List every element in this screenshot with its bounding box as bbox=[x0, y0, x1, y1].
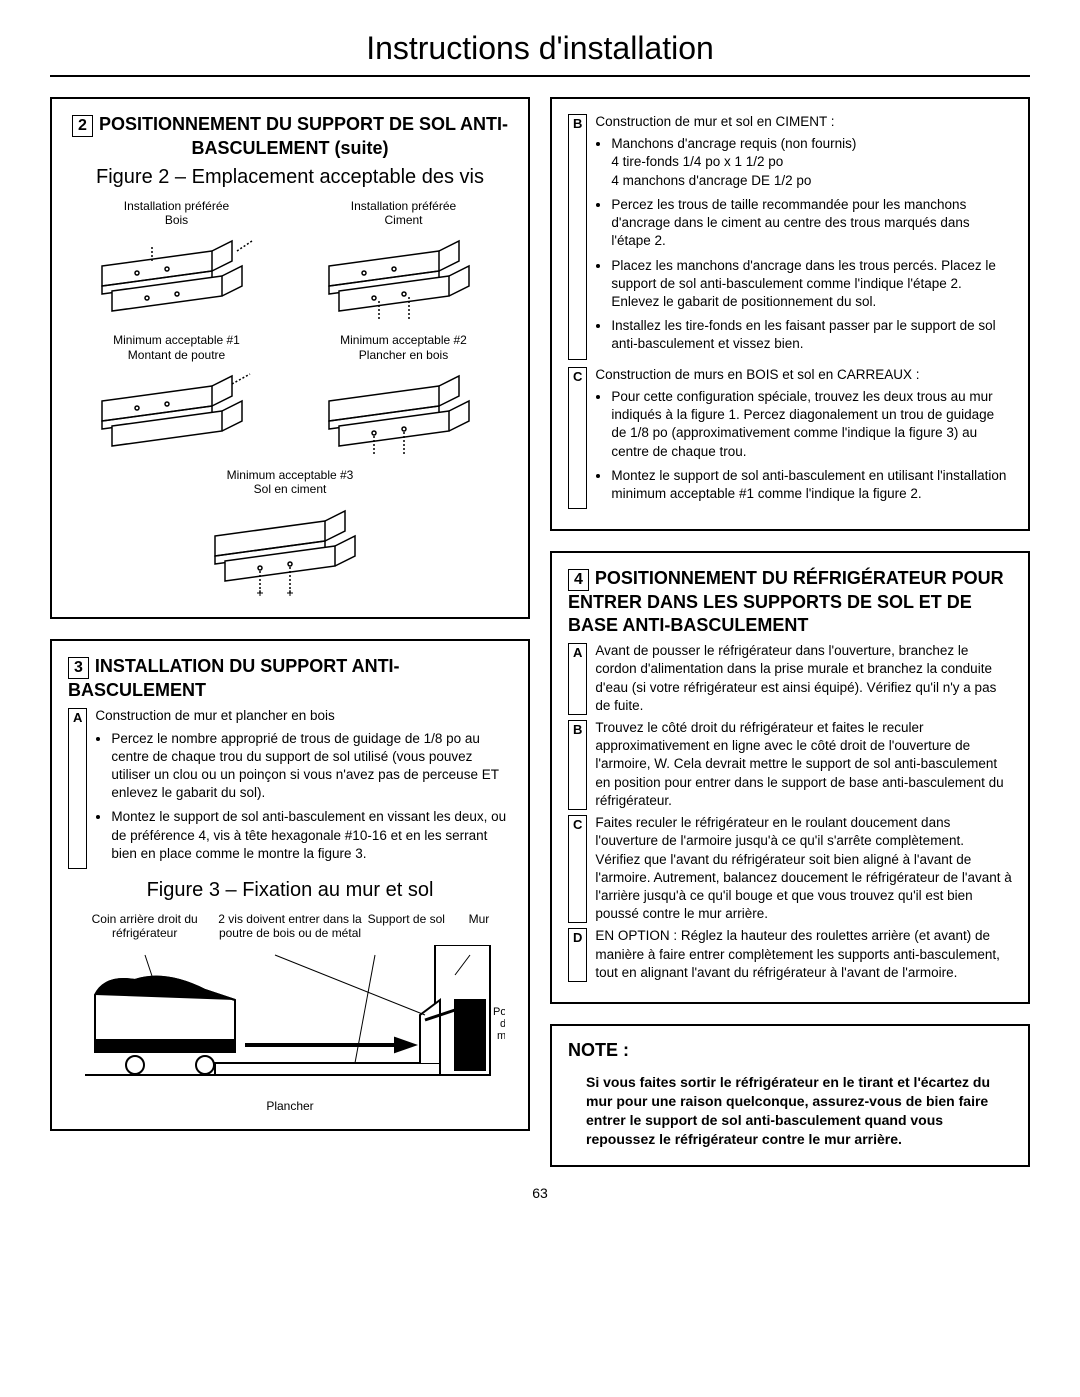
fig2-cell-e-label: Minimum acceptable #3 Sol en ciment bbox=[179, 468, 401, 497]
section-3-c-bullets: Pour cette configuration spéciale, trouv… bbox=[595, 388, 1012, 503]
section-3-a-bullets: Percez le nombre approprié de trous de g… bbox=[95, 730, 512, 864]
fig3-label-vis: 2 vis doivent entrer dans la poutre de b… bbox=[217, 912, 362, 941]
bracket-icon bbox=[205, 501, 375, 601]
section-3-heading: 3INSTALLATION DU SUPPORT ANTI-BASCULEMEN… bbox=[68, 655, 512, 702]
section-4-a-text: Avant de pousser le réfrigérateur dans l… bbox=[595, 642, 1012, 715]
fig2-cell-a: Installation préférée Bois bbox=[68, 199, 285, 322]
fig2-cell-c-l2: Montant de poutre bbox=[128, 348, 225, 362]
bullet: Montez le support de sol anti-basculemen… bbox=[111, 808, 512, 863]
fig3-label-support: Support de sol bbox=[363, 912, 450, 941]
svg-text:du: du bbox=[500, 1018, 505, 1030]
bracket-icon bbox=[319, 366, 489, 456]
figure-2-row-1: Installation préférée Bois bbox=[68, 199, 512, 322]
section-3-title: INSTALLATION DU SUPPORT ANTI-BASCULEMENT bbox=[68, 656, 400, 700]
letter-a: A bbox=[568, 643, 587, 715]
figure-3-caption: Figure 3 – Fixation au mur et sol bbox=[68, 879, 512, 902]
page-title: Instructions d'installation bbox=[50, 30, 1030, 67]
fig2-cell-c-l1: Minimum acceptable #1 bbox=[113, 333, 240, 347]
bracket-icon bbox=[319, 231, 489, 321]
section-4-title: POSITIONNEMENT DU RÉFRIGÉRATEUR POUR ENT… bbox=[568, 568, 1004, 635]
section-2-title: POSITIONNEMENT DU SUPPORT DE SOL ANTI-BA… bbox=[99, 114, 508, 158]
fig2-cell-d: Minimum acceptable #2 Plancher en bois bbox=[295, 333, 512, 456]
bracket-icon bbox=[92, 231, 262, 321]
fig2-cell-a-label: Installation préférée Bois bbox=[68, 199, 285, 228]
fig3-label-coin: Coin arrière droit du réfrigérateur bbox=[72, 912, 217, 941]
bullet: Percez le nombre approprié de trous de g… bbox=[111, 730, 512, 803]
section-3-number: 3 bbox=[68, 657, 89, 679]
letter-d: D bbox=[568, 928, 587, 982]
section-3-continued-box: B Construction de mur et sol en CIMENT :… bbox=[550, 97, 1030, 531]
letter-b: B bbox=[568, 114, 587, 360]
section-4-box: 4POSITIONNEMENT DU RÉFRIGÉRATEUR POUR EN… bbox=[550, 551, 1030, 1004]
figure-3-top-labels: Coin arrière droit du réfrigérateur 2 vi… bbox=[68, 912, 512, 941]
section-4-number: 4 bbox=[568, 569, 589, 591]
page-number: 63 bbox=[50, 1185, 1030, 1201]
section-3-b-bullets: Manchons d'ancrage requis (non fournis) … bbox=[595, 135, 1012, 353]
section-4-item-b: B Trouvez le côté droit du réfrigérateur… bbox=[568, 719, 1012, 810]
fig2-cell-c-label: Minimum acceptable #1 Montant de poutre bbox=[68, 333, 285, 362]
letter-c: C bbox=[568, 815, 587, 923]
section-4-c-text: Faites reculer le réfrigérateur en le ro… bbox=[595, 814, 1012, 923]
fig2-cell-e: Minimum acceptable #3 Sol en ciment bbox=[179, 468, 401, 601]
section-3-item-a: A Construction de mur et plancher en boi… bbox=[68, 707, 512, 869]
fig2-cell-c: Minimum acceptable #1 Montant de poutre bbox=[68, 333, 285, 456]
bullet: Percez les trous de taille recommandée p… bbox=[611, 196, 1012, 251]
section-3-box: 3INSTALLATION DU SUPPORT ANTI-BASCULEMEN… bbox=[50, 639, 530, 1131]
fig2-cell-b-l2: Ciment bbox=[384, 213, 422, 227]
figure-2-caption: Figure 2 – Emplacement acceptable des vi… bbox=[68, 166, 512, 189]
right-column: B Construction de mur et sol en CIMENT :… bbox=[550, 97, 1030, 1167]
fig2-cell-d-l1: Minimum acceptable #2 bbox=[340, 333, 467, 347]
section-4-b-text: Trouvez le côté droit du réfrigérateur e… bbox=[595, 719, 1012, 810]
letter-b: B bbox=[568, 720, 587, 810]
bullet: Installez les tire-fonds en les faisant … bbox=[611, 317, 1012, 353]
fig2-cell-b-l1: Installation préférée bbox=[351, 199, 456, 213]
section-3-item-c: C Construction de murs en BOIS et sol en… bbox=[568, 366, 1012, 510]
figure-2-row-2: Minimum acceptable #1 Montant de poutre bbox=[68, 333, 512, 456]
svg-text:mur: mur bbox=[497, 1030, 505, 1042]
fig2-cell-d-label: Minimum acceptable #2 Plancher en bois bbox=[295, 333, 512, 362]
figure-2-row-3: Minimum acceptable #3 Sol en ciment bbox=[68, 468, 512, 601]
title-rule bbox=[50, 75, 1030, 77]
fig3-label-mur: Mur bbox=[450, 912, 508, 941]
fig2-cell-b-label: Installation préférée Ciment bbox=[295, 199, 512, 228]
letter-c: C bbox=[568, 367, 587, 510]
section-2-box: 2 POSITIONNEMENT DU SUPPORT DE SOL ANTI-B… bbox=[50, 97, 530, 619]
section-4-item-d: D EN OPTION : Réglez la hauteur des roul… bbox=[568, 927, 1012, 982]
figure-3-diagram: Poutre du mur bbox=[75, 945, 505, 1095]
fig2-cell-e-l2: Sol en ciment bbox=[254, 482, 327, 496]
bracket-icon bbox=[92, 366, 262, 456]
left-column: 2 POSITIONNEMENT DU SUPPORT DE SOL ANTI-B… bbox=[50, 97, 530, 1167]
section-4-item-c: C Faites reculer le réfrigérateur en le … bbox=[568, 814, 1012, 923]
section-3-a-intro: Construction de mur et plancher en bois bbox=[95, 708, 334, 723]
fig2-cell-a-l1: Installation préférée bbox=[124, 199, 229, 213]
bullet: Placez les manchons d'ancrage dans les t… bbox=[611, 257, 1012, 312]
section-2-number: 2 bbox=[72, 115, 93, 137]
section-4-item-a: A Avant de pousser le réfrigérateur dans… bbox=[568, 642, 1012, 715]
section-3-c-intro: Construction de murs en BOIS et sol en C… bbox=[595, 367, 919, 382]
section-3-b-intro: Construction de mur et sol en CIMENT : bbox=[595, 114, 834, 129]
fig3-label-plancher: Plancher bbox=[68, 1099, 512, 1113]
content-columns: 2 POSITIONNEMENT DU SUPPORT DE SOL ANTI-B… bbox=[50, 97, 1030, 1167]
note-box: NOTE : Si vous faites sortir le réfrigér… bbox=[550, 1024, 1030, 1167]
fig2-cell-d-l2: Plancher en bois bbox=[359, 348, 448, 362]
fig2-cell-b: Installation préférée Ciment bbox=[295, 199, 512, 322]
bullet: Pour cette configuration spéciale, trouv… bbox=[611, 388, 1012, 461]
letter-a: A bbox=[68, 708, 87, 869]
section-2-heading: 2 POSITIONNEMENT DU SUPPORT DE SOL ANTI-B… bbox=[68, 113, 512, 160]
bullet: Montez le support de sol anti-basculemen… bbox=[611, 467, 1012, 503]
note-text: Si vous faites sortir le réfrigérateur e… bbox=[568, 1073, 1012, 1149]
bullet: Manchons d'ancrage requis (non fournis) … bbox=[611, 135, 1012, 190]
section-4-heading: 4POSITIONNEMENT DU RÉFRIGÉRATEUR POUR EN… bbox=[568, 567, 1012, 636]
section-4-d-text: EN OPTION : Réglez la hauteur des roulet… bbox=[595, 927, 1012, 982]
fig2-cell-a-l2: Bois bbox=[165, 213, 188, 227]
fig2-cell-e-l1: Minimum acceptable #3 bbox=[227, 468, 354, 482]
note-title: NOTE : bbox=[568, 1040, 1012, 1061]
section-3-item-b: B Construction de mur et sol en CIMENT :… bbox=[568, 113, 1012, 360]
fig3-label-poutre: Poutre bbox=[493, 1006, 505, 1018]
